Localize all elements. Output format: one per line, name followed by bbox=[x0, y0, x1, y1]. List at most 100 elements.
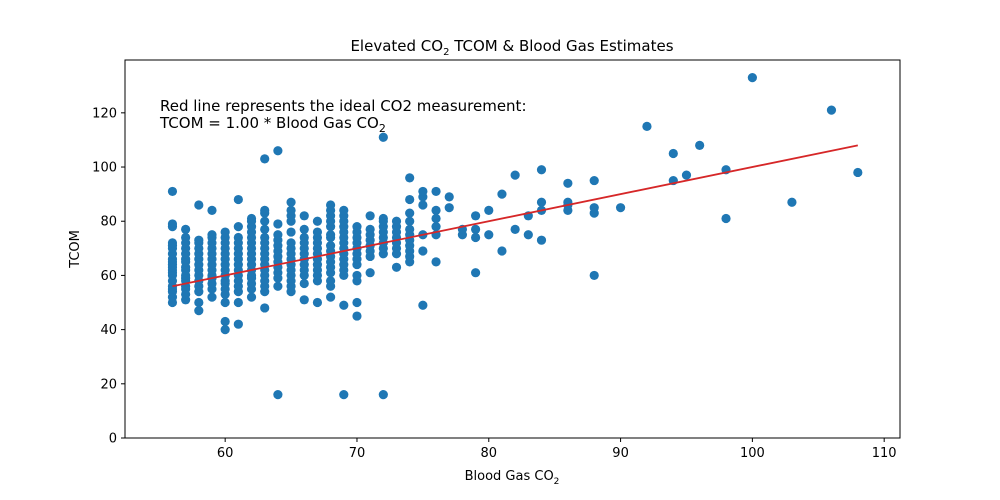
data-point-178 bbox=[312, 227, 323, 237]
data-point-180 bbox=[326, 292, 336, 302]
data-point-150 bbox=[286, 238, 296, 248]
x-tick-label-100: 100 bbox=[740, 446, 765, 461]
data-point-280 bbox=[484, 230, 494, 240]
data-point-94 bbox=[233, 194, 243, 205]
ideal-fit-line bbox=[172, 144, 859, 288]
data-point-271 bbox=[431, 186, 441, 197]
data-point-165 bbox=[299, 232, 309, 243]
data-point-111 bbox=[260, 303, 270, 313]
data-point-241 bbox=[391, 262, 402, 272]
x-tick-label-60: 60 bbox=[217, 446, 234, 461]
data-point-182 bbox=[326, 276, 336, 286]
data-point-128 bbox=[273, 390, 283, 400]
data-point-214 bbox=[352, 270, 362, 281]
data-point-248 bbox=[391, 216, 402, 226]
data-point-80 bbox=[233, 319, 243, 329]
data-point-34 bbox=[181, 232, 191, 243]
data-point-311 bbox=[853, 167, 863, 178]
data-point-212 bbox=[352, 297, 362, 308]
data-point-190 bbox=[326, 230, 336, 240]
data-point-259 bbox=[405, 173, 415, 183]
data-point-304 bbox=[681, 170, 692, 180]
y-tick-label-40: 40 bbox=[100, 323, 117, 338]
x-tick-label-90: 90 bbox=[612, 446, 629, 461]
data-point-270 bbox=[431, 205, 441, 215]
data-point-284 bbox=[510, 224, 520, 234]
data-point-290 bbox=[536, 197, 547, 207]
y-tick-label-80: 80 bbox=[100, 215, 117, 230]
data-point-303 bbox=[668, 148, 678, 159]
data-point-305 bbox=[695, 140, 705, 150]
data-point-239 bbox=[378, 213, 388, 224]
data-point-268 bbox=[431, 222, 441, 232]
data-point-278 bbox=[471, 224, 481, 234]
data-point-240 bbox=[378, 132, 388, 142]
data-point-92 bbox=[233, 232, 243, 243]
data-point-279 bbox=[471, 211, 481, 221]
data-point-196 bbox=[339, 390, 349, 400]
data-point-258 bbox=[405, 194, 415, 205]
data-point-93 bbox=[233, 222, 243, 232]
data-point-229 bbox=[365, 224, 375, 234]
data-point-48 bbox=[194, 235, 204, 245]
data-points bbox=[167, 73, 863, 400]
data-point-195 bbox=[326, 200, 336, 210]
data-point-49 bbox=[194, 200, 204, 210]
data-point-281 bbox=[484, 205, 494, 215]
x-tick-label-110: 110 bbox=[872, 446, 897, 461]
data-point-285 bbox=[510, 170, 520, 180]
data-point-139 bbox=[273, 219, 283, 229]
data-point-306 bbox=[721, 213, 731, 224]
data-point-127 bbox=[260, 154, 270, 164]
data-point-124 bbox=[260, 216, 270, 226]
data-point-138 bbox=[273, 230, 283, 240]
data-point-168 bbox=[312, 297, 323, 308]
data-point-179 bbox=[312, 216, 323, 226]
data-point-154 bbox=[286, 205, 296, 215]
plot-frame bbox=[124, 59, 901, 439]
data-point-81 bbox=[233, 297, 243, 308]
y-axis-title: TCOM bbox=[68, 230, 83, 269]
data-point-231 bbox=[378, 390, 388, 400]
y-tick-label-100: 100 bbox=[92, 161, 117, 176]
data-point-211 bbox=[352, 311, 362, 321]
data-point-126 bbox=[260, 205, 270, 215]
data-point-263 bbox=[418, 200, 428, 210]
data-point-257 bbox=[405, 208, 415, 218]
data-point-255 bbox=[405, 224, 415, 234]
data-point-230 bbox=[365, 211, 375, 221]
data-point-283 bbox=[497, 189, 507, 199]
data-point-223 bbox=[365, 268, 375, 278]
data-point-50 bbox=[207, 292, 217, 302]
y-tick-label-20: 20 bbox=[100, 377, 117, 392]
data-point-197 bbox=[339, 300, 349, 310]
data-point-18 bbox=[167, 219, 178, 229]
y-tick-label-120: 120 bbox=[92, 106, 117, 121]
data-point-155 bbox=[286, 197, 296, 207]
data-point-16 bbox=[167, 238, 178, 248]
x-tick-label-70: 70 bbox=[349, 446, 366, 461]
data-point-63 bbox=[207, 205, 217, 215]
data-point-167 bbox=[299, 211, 309, 221]
annotation-line-2: TCOM = 1.00 * Blood Gas CO2 bbox=[159, 114, 386, 135]
data-point-266 bbox=[431, 257, 441, 267]
data-point-282 bbox=[497, 246, 507, 256]
data-point-298 bbox=[589, 203, 599, 213]
data-point-309 bbox=[787, 197, 797, 207]
fit-line-layer bbox=[172, 144, 859, 288]
data-point-62 bbox=[207, 230, 217, 240]
data-point-122 bbox=[260, 232, 270, 243]
x-axis: 60 70 80 90 100 110 bbox=[217, 438, 897, 461]
data-point-301 bbox=[642, 121, 652, 131]
data-point-295 bbox=[563, 178, 573, 188]
data-point-95 bbox=[246, 292, 257, 302]
data-point-310 bbox=[826, 105, 837, 115]
data-point-19 bbox=[167, 186, 178, 197]
data-point-188 bbox=[326, 241, 336, 251]
data-point-288 bbox=[536, 235, 547, 245]
data-point-65 bbox=[220, 316, 230, 327]
data-point-79 bbox=[220, 227, 230, 237]
y-tick-label-0: 0 bbox=[109, 432, 117, 447]
data-point-166 bbox=[299, 224, 309, 234]
data-point-300 bbox=[615, 203, 626, 213]
